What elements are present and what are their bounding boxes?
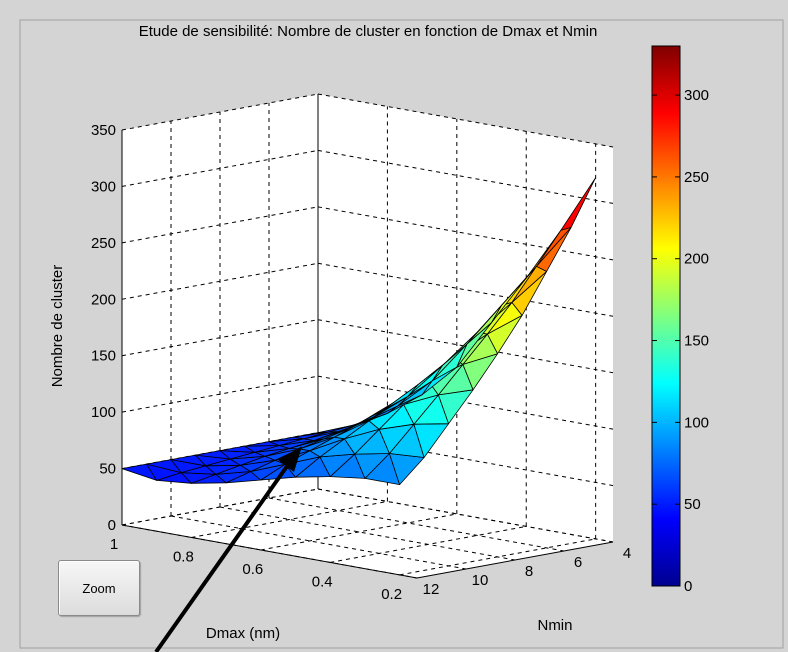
x-tick-label: 1 [110, 536, 118, 553]
z-tick-label: 150 [91, 348, 116, 365]
annotation-arrow [154, 446, 302, 652]
surface-facet [317, 424, 354, 434]
surface-facet [386, 394, 423, 414]
x-axis-line [121, 524, 418, 579]
z-gridline [317, 149, 614, 204]
y-gridline [268, 497, 565, 552]
figure-panel-border [19, 19, 784, 649]
x-tick-label: 0.8 [173, 548, 194, 565]
surface-facet [352, 412, 388, 426]
x-tick-label: 0.2 [381, 586, 402, 603]
z-gridline [317, 206, 614, 261]
z-tick-label: 250 [91, 235, 116, 252]
x-axis-label: Dmax (nm) [206, 625, 280, 642]
axes-3d [121, 93, 614, 579]
z-tick-label: 350 [91, 122, 116, 139]
x-tick-label: 0.6 [242, 561, 263, 578]
y-gridline [219, 506, 516, 561]
surface-facet [560, 177, 596, 231]
z-gridline [317, 319, 614, 374]
y-gridline [317, 488, 614, 543]
colorbar [651, 45, 681, 587]
z-gridline [317, 262, 614, 317]
z-tick-label: 100 [91, 404, 116, 421]
z-gridline [317, 375, 614, 430]
tick-labels: 0 50 100 150 200 250 300 350 1 0.8 0.6 0.4 0.2 4 6 8 10 1… [91, 122, 631, 603]
colorbar-ticks: 0 50 100 150 200 250 300 [652, 87, 709, 595]
surface-facet [525, 229, 562, 279]
colorbar-tick-label: 100 [684, 414, 709, 431]
colorbar-tick-label: 250 [684, 169, 709, 186]
surface-facet [421, 366, 458, 396]
y-tick-label: 6 [574, 554, 582, 571]
y-axis-line [416, 541, 614, 579]
x-gridline [191, 500, 388, 538]
surface-facet [491, 277, 527, 324]
colorbar-tick-label: 200 [684, 251, 709, 268]
surface-mesh [121, 177, 596, 486]
y-tick-label: 8 [525, 563, 533, 580]
colorbar-tick-label: 50 [684, 496, 701, 513]
z-tick-label: 50 [99, 461, 116, 478]
chart-title: Etude de sensibilité: Nombre de cluster … [139, 23, 598, 40]
z-gridline [317, 93, 614, 148]
y-gridline [170, 515, 467, 570]
colorbar-tick-label: 0 [684, 578, 692, 595]
zoom-button[interactable]: Zoom [58, 560, 140, 616]
y-tick-label: 12 [423, 581, 440, 598]
y-axis-label: Nmin [537, 617, 572, 634]
y-tick-label: 4 [623, 545, 631, 562]
z-tick-label: 300 [91, 178, 116, 195]
y-tick-label: 10 [472, 572, 489, 589]
x-gridline [260, 513, 457, 551]
z-axis-label: Nombre de cluster [49, 265, 66, 388]
surface-facet [456, 322, 492, 368]
colorbar-tick-label: 150 [684, 333, 709, 350]
z-tick-label: 0 [108, 517, 116, 534]
x-tick-label: 0.4 [312, 573, 333, 590]
colorbar-tick-label: 300 [684, 87, 709, 104]
z-tick-label: 200 [91, 291, 116, 308]
